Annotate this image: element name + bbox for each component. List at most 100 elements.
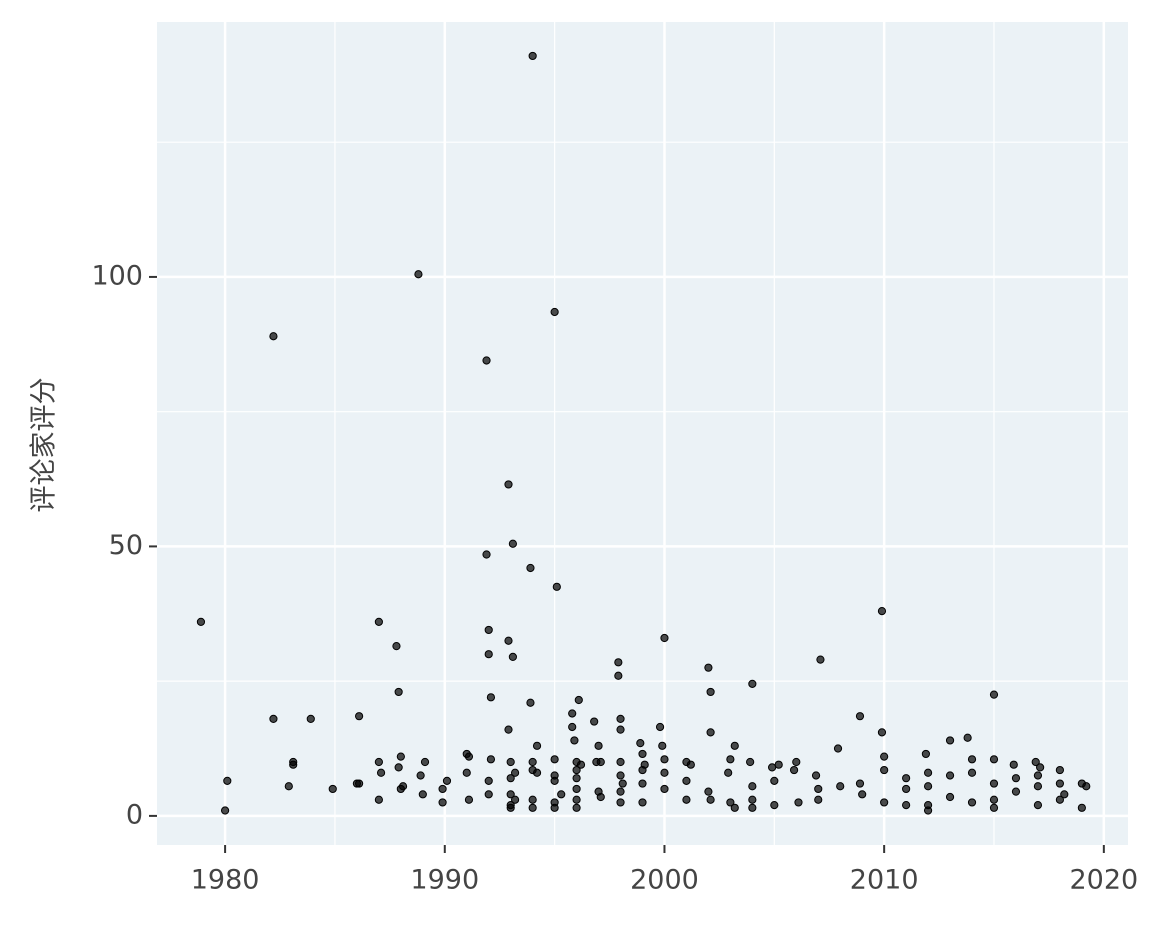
scatter-point (394, 763, 403, 772)
scatter-point (730, 741, 739, 750)
scatter-point (510, 795, 520, 804)
scatter-point (989, 779, 999, 788)
scatter-point (945, 792, 955, 802)
scatter-point (355, 712, 364, 721)
scatter-point (557, 790, 566, 799)
scatter-point (638, 798, 647, 807)
scatter-point (706, 795, 715, 804)
x-tick-label: 2010 (850, 865, 919, 896)
scatter-point (482, 550, 491, 559)
scatter-point (706, 687, 715, 697)
scatter-point (616, 714, 625, 723)
scatter-point (660, 633, 669, 643)
scatter-point (902, 784, 911, 794)
x-tick-label: 2000 (630, 865, 699, 896)
scatter-point (392, 642, 401, 651)
scatter-point (770, 801, 779, 810)
scatter-point (1011, 774, 1021, 783)
scatter-point (442, 776, 452, 785)
scatter-point (576, 760, 586, 769)
scatter-point (504, 725, 513, 734)
scatter-point (376, 768, 386, 777)
scatter-point (989, 755, 999, 764)
scatter-point (550, 307, 559, 317)
scatter-point (484, 776, 493, 785)
scatter-point (572, 795, 581, 804)
scatter-point (658, 741, 667, 750)
scatter-point (814, 795, 823, 804)
scatter-point (877, 606, 887, 616)
scatter-point (284, 782, 293, 791)
scatter-point (572, 784, 581, 794)
scatter-point (614, 671, 623, 680)
scatter-point (945, 736, 955, 745)
scatter-point (967, 798, 977, 807)
scatter-point (660, 768, 669, 777)
scatter-point (1036, 763, 1045, 772)
scatter-point (855, 712, 865, 721)
y-axis-label: 评论家评分 (29, 378, 60, 513)
scatter-point (574, 695, 583, 705)
scatter-point (532, 741, 542, 750)
scatter-point (902, 774, 911, 783)
scatter-point (550, 776, 559, 785)
scatter-point (770, 776, 779, 785)
scatter-point (923, 782, 933, 791)
scatter-point (967, 768, 977, 777)
scatter-point (484, 625, 493, 635)
scatter-point (196, 617, 206, 626)
scatter-point (748, 795, 757, 804)
scatter-point (221, 806, 230, 815)
scatter-point (989, 795, 999, 804)
scatter-point (858, 790, 867, 799)
scatter-point (902, 801, 911, 810)
scatter-point (967, 755, 977, 764)
scatter-point (660, 755, 669, 764)
scatter-point (618, 779, 627, 788)
scatter-point (616, 798, 625, 807)
scatter-point (945, 771, 955, 780)
scatter-point (550, 755, 559, 764)
scatter-point (616, 757, 625, 767)
scatter-point (963, 733, 972, 742)
scatter-point (416, 771, 425, 780)
scatter-point (726, 798, 735, 807)
scatter-point (1055, 779, 1064, 788)
y-tick-label: 0 (126, 799, 143, 830)
scatter-point (438, 798, 447, 807)
scatter-point (532, 768, 542, 777)
scatter-point (724, 768, 733, 777)
scatter-point (223, 776, 232, 785)
scatter-point (508, 652, 517, 662)
scatter-point (638, 749, 647, 759)
scatter-point (748, 803, 757, 812)
scatter-point (1060, 790, 1069, 799)
scatter-point (923, 768, 933, 777)
scatter-point (792, 757, 801, 767)
scatter-point (1033, 801, 1043, 810)
scatter-point (462, 768, 471, 777)
scatter-point (1077, 803, 1086, 812)
scatter-point (921, 749, 930, 759)
scatter-point (880, 752, 889, 761)
scatter-point (704, 663, 713, 672)
scatter-point (394, 687, 403, 697)
scatter-point (374, 757, 383, 767)
scatter-point (640, 760, 649, 769)
scatter-point (398, 782, 408, 791)
scatter-point (655, 722, 665, 732)
scatter-point (638, 779, 647, 788)
scatter-point (706, 728, 715, 737)
scatter-point (877, 728, 887, 737)
scatter-point (814, 784, 823, 794)
scatter-point (616, 771, 625, 780)
scatter-point (833, 744, 843, 753)
scatter-point (504, 636, 513, 645)
scatter-point (572, 774, 581, 783)
scatter-point (269, 332, 278, 341)
scatter-point (528, 803, 537, 812)
x-tick-label: 1980 (191, 865, 260, 896)
scatter-point (1009, 760, 1018, 769)
scatter-point (1055, 765, 1064, 775)
scatter-point (682, 776, 691, 785)
